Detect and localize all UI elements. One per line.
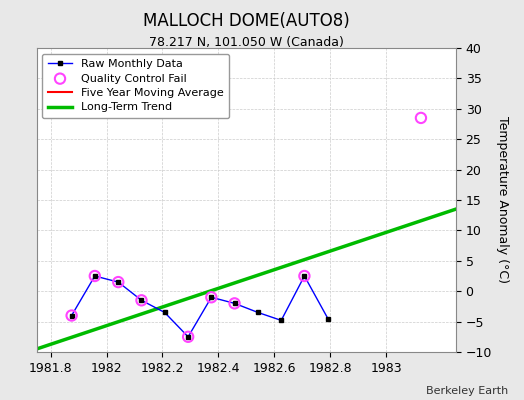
Raw Monthly Data: [255, 310, 261, 315]
Raw Monthly Data: [232, 301, 238, 306]
Raw Monthly Data: [325, 316, 331, 321]
Raw Monthly Data: [115, 280, 122, 284]
Quality Control Fail: [207, 294, 215, 300]
Text: Berkeley Earth: Berkeley Earth: [426, 386, 508, 396]
Y-axis label: Temperature Anomaly (°C): Temperature Anomaly (°C): [496, 116, 509, 284]
Quality Control Fail: [68, 312, 76, 319]
Raw Monthly Data: [185, 334, 191, 339]
Quality Control Fail: [184, 334, 192, 340]
Raw Monthly Data: [138, 298, 145, 303]
Quality Control Fail: [137, 297, 146, 304]
Raw Monthly Data: [301, 274, 308, 278]
Line: Raw Monthly Data: Raw Monthly Data: [70, 274, 330, 339]
Text: 78.217 N, 101.050 W (Canada): 78.217 N, 101.050 W (Canada): [149, 36, 344, 49]
Text: MALLOCH DOME(AUTO8): MALLOCH DOME(AUTO8): [143, 12, 350, 30]
Quality Control Fail: [231, 300, 239, 306]
Quality Control Fail: [91, 273, 99, 279]
Raw Monthly Data: [92, 274, 98, 278]
Quality Control Fail: [114, 279, 123, 285]
Raw Monthly Data: [69, 313, 75, 318]
Raw Monthly Data: [278, 318, 285, 323]
Raw Monthly Data: [161, 310, 168, 315]
Legend: Raw Monthly Data, Quality Control Fail, Five Year Moving Average, Long-Term Tren: Raw Monthly Data, Quality Control Fail, …: [42, 54, 230, 118]
Raw Monthly Data: [208, 295, 214, 300]
Quality Control Fail: [300, 273, 309, 279]
Quality Control Fail: [417, 115, 425, 121]
